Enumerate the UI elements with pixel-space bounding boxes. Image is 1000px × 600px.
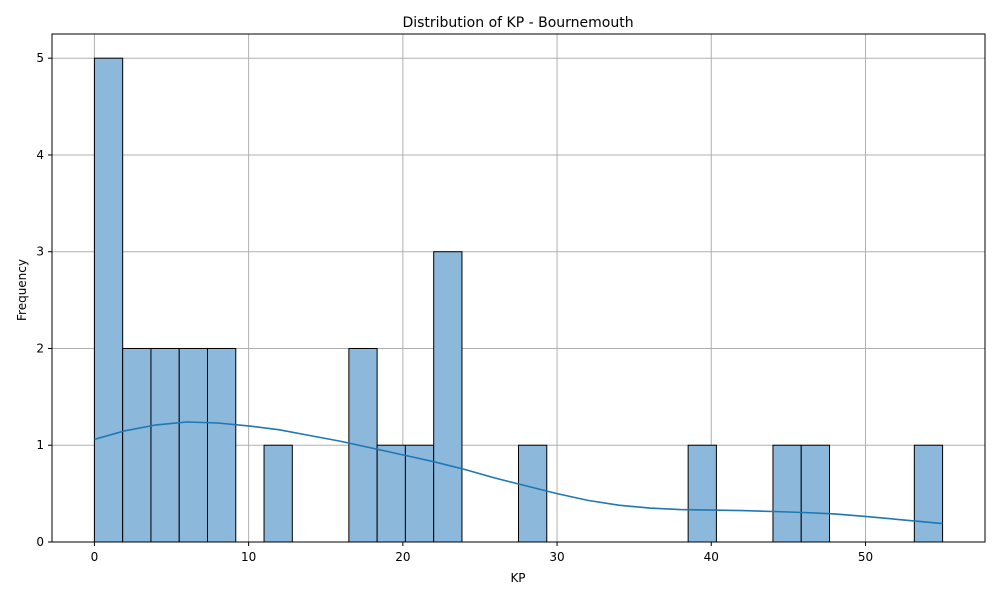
y-tick-label: 3 — [36, 245, 44, 259]
histogram-bar — [772, 444, 802, 543]
y-axis-ticks: 0 1 2 3 4 5 — [36, 51, 52, 549]
histogram-bar — [518, 444, 548, 543]
x-tick-label: 30 — [549, 550, 564, 564]
histogram-bar — [122, 347, 152, 543]
histogram-bar — [178, 347, 208, 543]
histogram-bar — [800, 444, 831, 543]
x-tick-label: 40 — [704, 550, 719, 564]
histogram-bar — [433, 251, 463, 543]
x-tick-label: 50 — [858, 550, 873, 564]
x-axis-label: KP — [510, 571, 525, 585]
y-tick-label: 0 — [36, 535, 44, 549]
y-axis-label: Frequency — [15, 259, 29, 321]
histogram-bars — [93, 57, 944, 543]
histogram-bar — [93, 57, 124, 543]
kde-curve — [94, 421, 943, 525]
histogram-bar — [348, 347, 378, 543]
y-tick-label: 2 — [36, 341, 44, 355]
plot-frame — [51, 33, 986, 543]
histogram-bar — [150, 347, 180, 543]
histogram-bar — [404, 444, 435, 543]
y-tick-label: 4 — [36, 148, 44, 162]
chart-title: Distribution of KP - Bournemouth — [402, 15, 633, 31]
x-tick-label: 20 — [395, 550, 410, 564]
histogram-bar — [913, 444, 944, 543]
x-tick-label: 10 — [241, 550, 256, 564]
histogram-bar — [687, 444, 717, 543]
x-axis-ticks: 0 10 20 30 40 50 — [91, 542, 873, 564]
y-tick-label: 1 — [36, 438, 44, 452]
histogram-bar — [376, 444, 406, 543]
x-tick-label: 0 — [91, 550, 99, 564]
histogram-bar — [206, 347, 237, 543]
histogram-bar — [263, 444, 293, 543]
y-tick-label: 5 — [36, 51, 44, 65]
